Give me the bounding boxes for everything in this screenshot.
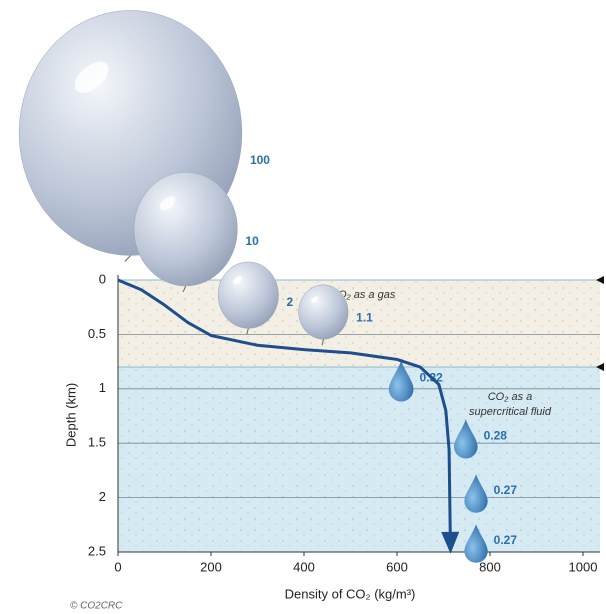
y-tick-label: 2 (99, 489, 106, 504)
x-tick-label: 400 (293, 559, 315, 574)
zone-marker (596, 363, 604, 372)
value-label: 0.27 (494, 533, 518, 547)
droplet (464, 524, 488, 563)
balloon-string (182, 285, 187, 293)
value-label: 0.28 (484, 428, 508, 442)
droplet (454, 419, 478, 459)
x-tick-label: 0 (114, 559, 121, 574)
balloon (133, 171, 238, 287)
balloon-highlight (74, 61, 109, 93)
y-tick-label: 0 (99, 271, 106, 286)
y-tick-label: 1 (99, 380, 106, 395)
balloon-string (124, 255, 131, 262)
balloon-highlight (310, 296, 319, 304)
zone-label: CO₂ as a gas (330, 289, 396, 301)
x-tick-label: 800 (479, 559, 501, 574)
droplet (388, 360, 414, 402)
credit: © CO2CRC (70, 601, 123, 612)
y-tick-label: 1.5 (88, 435, 106, 450)
density-curve (117, 278, 452, 550)
x-tick-label: 200 (200, 559, 222, 574)
zone-texture (118, 367, 600, 552)
balloon-string (321, 339, 324, 346)
zone-texture (118, 280, 600, 368)
balloon (298, 284, 349, 340)
x-axis-label: Density of CO₂ (kg/m³) (285, 586, 416, 601)
y-tick-label: 2.5 (88, 543, 106, 558)
balloon-highlight (159, 196, 176, 211)
zone-label: CO₂ as a (488, 391, 533, 403)
x-tick-label: 600 (386, 559, 408, 574)
value-label: 10 (245, 234, 259, 248)
y-tick-label: 0.5 (88, 326, 106, 341)
y-axis-label: Depth (km) (63, 383, 78, 447)
value-label: 1.1 (356, 310, 373, 324)
balloon (217, 261, 279, 329)
arrowhead (441, 531, 460, 554)
droplet (464, 474, 488, 513)
balloon-highlight (233, 275, 243, 285)
zone-marker (596, 276, 604, 284)
x-tick-label: 1000 (569, 559, 598, 574)
value-label: 0.27 (494, 483, 518, 497)
value-label: 2 (287, 295, 294, 309)
balloon-string (246, 328, 249, 335)
value-label: 100 (250, 153, 270, 167)
zone-label: supercritical fluid (469, 406, 552, 418)
